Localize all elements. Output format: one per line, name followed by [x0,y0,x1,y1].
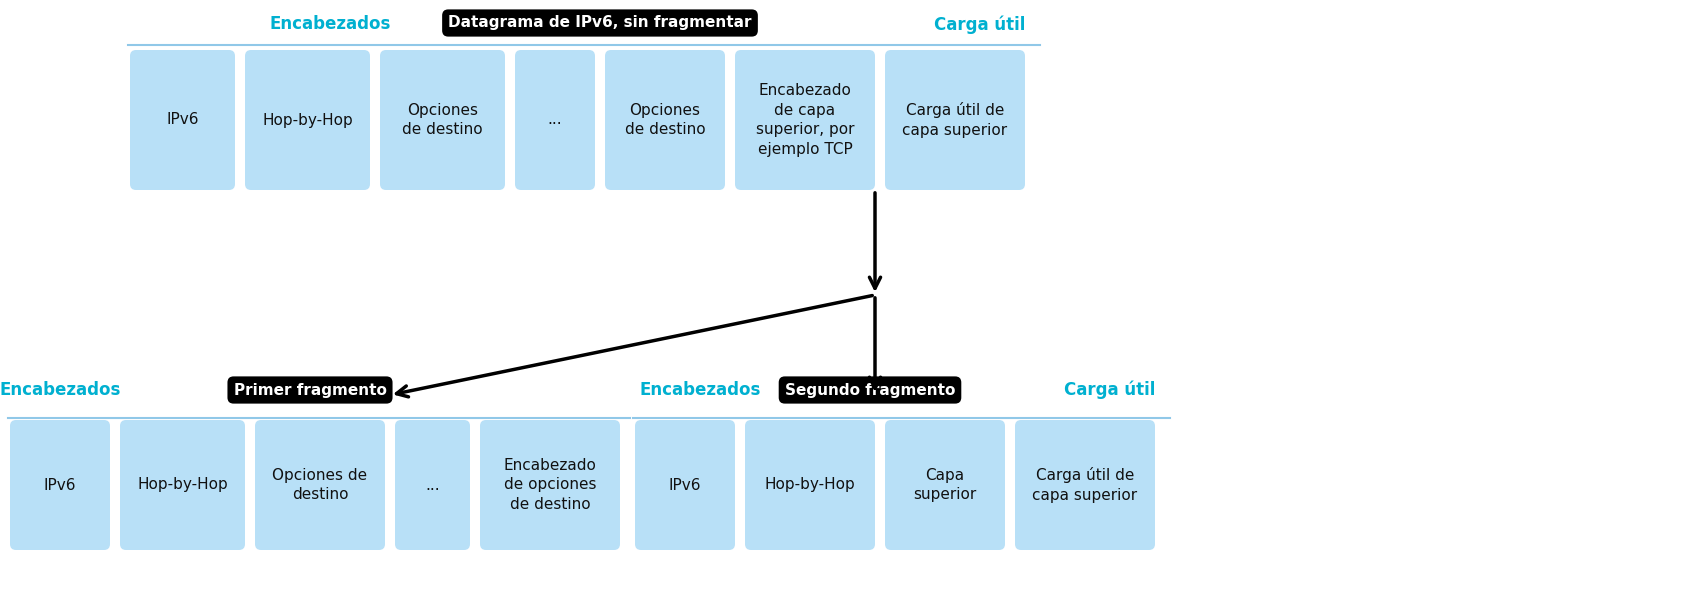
FancyBboxPatch shape [1015,420,1156,550]
FancyBboxPatch shape [131,50,234,190]
FancyBboxPatch shape [10,420,110,550]
Text: Carga útil de
capa superior: Carga útil de capa superior [1032,467,1137,503]
Text: Opciones de
destino: Opciones de destino [273,468,368,502]
Text: ...: ... [548,113,562,128]
FancyBboxPatch shape [380,50,506,190]
Text: Encabezado
de capa
superior, por
ejemplo TCP: Encabezado de capa superior, por ejemplo… [755,83,854,157]
FancyBboxPatch shape [886,50,1025,190]
Text: Capa
superior: Capa superior [913,468,977,502]
FancyBboxPatch shape [606,50,725,190]
FancyBboxPatch shape [514,50,596,190]
Text: IPv6: IPv6 [166,113,199,128]
Text: Encabezados: Encabezados [270,15,390,33]
FancyBboxPatch shape [395,420,470,550]
Text: Opciones
de destino: Opciones de destino [402,103,484,138]
FancyBboxPatch shape [735,50,876,190]
Text: ...: ... [426,477,440,492]
FancyBboxPatch shape [255,420,385,550]
Text: Datagrama de IPv6, sin fragmentar: Datagrama de IPv6, sin fragmentar [448,15,752,30]
Text: Hop-by-Hop: Hop-by-Hop [261,113,353,128]
Text: Encabezados: Encabezados [640,381,760,399]
FancyBboxPatch shape [244,50,370,190]
FancyBboxPatch shape [745,420,876,550]
Text: Carga útil de
capa superior: Carga útil de capa superior [903,102,1008,138]
Text: Carga útil: Carga útil [935,15,1025,33]
Text: IPv6: IPv6 [44,477,76,492]
Text: Carga útil: Carga útil [1064,381,1156,399]
FancyBboxPatch shape [886,420,1005,550]
Text: Segundo fragmento: Segundo fragmento [784,383,955,398]
FancyBboxPatch shape [635,420,735,550]
Text: Primer fragmento: Primer fragmento [234,383,387,398]
FancyBboxPatch shape [120,420,244,550]
Text: Encabezados: Encabezados [0,381,120,399]
Text: IPv6: IPv6 [669,477,701,492]
FancyBboxPatch shape [480,420,619,550]
Text: Hop-by-Hop: Hop-by-Hop [765,477,855,492]
Text: Hop-by-Hop: Hop-by-Hop [137,477,227,492]
Text: Encabezado
de opciones
de destino: Encabezado de opciones de destino [504,458,596,513]
Text: Opciones
de destino: Opciones de destino [624,103,706,138]
